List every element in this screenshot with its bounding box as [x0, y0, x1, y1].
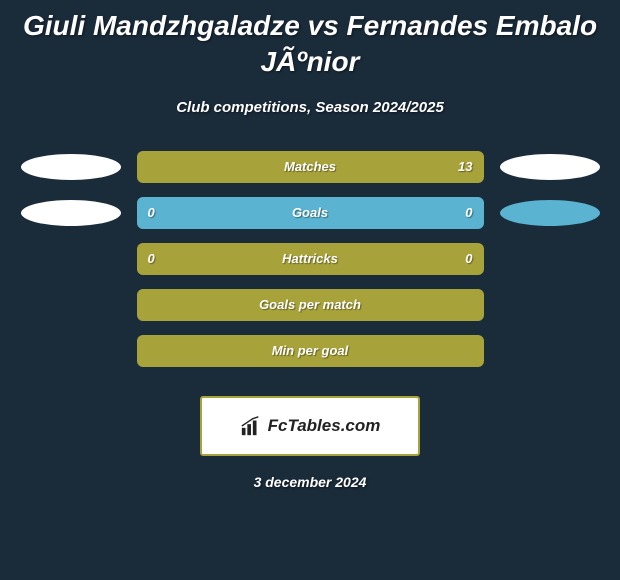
- stat-label: Min per goal: [138, 343, 483, 358]
- left-pill: [21, 292, 121, 318]
- left-pill: [21, 246, 121, 272]
- bar-chart-icon: [240, 415, 262, 437]
- stat-right-value: 13: [458, 159, 472, 174]
- left-pill: [21, 154, 121, 180]
- right-pill: [500, 338, 600, 364]
- left-pill: [21, 200, 121, 226]
- stat-label: Matches: [138, 159, 483, 174]
- date-label: 3 december 2024: [0, 474, 620, 490]
- stat-label: Goals: [138, 205, 483, 220]
- stat-left-value: 0: [148, 251, 155, 266]
- stat-label: Hattricks: [138, 251, 483, 266]
- stat-bar: 0 Hattricks 0: [137, 243, 484, 275]
- stat-bar: Min per goal: [137, 335, 484, 367]
- stat-row-hattricks: 0 Hattricks 0: [0, 236, 620, 282]
- stat-bar: Goals per match: [137, 289, 484, 321]
- stat-row-goals: 0 Goals 0: [0, 190, 620, 236]
- logo-text: FcTables.com: [268, 416, 381, 436]
- right-pill: [500, 200, 600, 226]
- stat-row-matches: Matches 13: [0, 144, 620, 190]
- stat-label: Goals per match: [138, 297, 483, 312]
- page-title: Giuli Mandzhgaladze vs Fernandes Embalo …: [0, 0, 620, 81]
- logo-box[interactable]: FcTables.com: [200, 396, 420, 456]
- stat-bar: 0 Goals 0: [137, 197, 484, 229]
- stat-right-value: 0: [465, 205, 472, 220]
- right-pill: [500, 292, 600, 318]
- right-pill: [500, 154, 600, 180]
- stat-rows: Matches 13 0 Goals 0 0 Hattricks 0: [0, 144, 620, 374]
- stat-bar: Matches 13: [137, 151, 484, 183]
- right-pill: [500, 246, 600, 272]
- stat-row-min-per-goal: Min per goal: [0, 328, 620, 374]
- stat-row-goals-per-match: Goals per match: [0, 282, 620, 328]
- stat-left-value: 0: [148, 205, 155, 220]
- subtitle: Club competitions, Season 2024/2025: [0, 99, 620, 116]
- stat-right-value: 0: [465, 251, 472, 266]
- left-pill: [21, 338, 121, 364]
- comparison-card: Giuli Mandzhgaladze vs Fernandes Embalo …: [0, 0, 620, 580]
